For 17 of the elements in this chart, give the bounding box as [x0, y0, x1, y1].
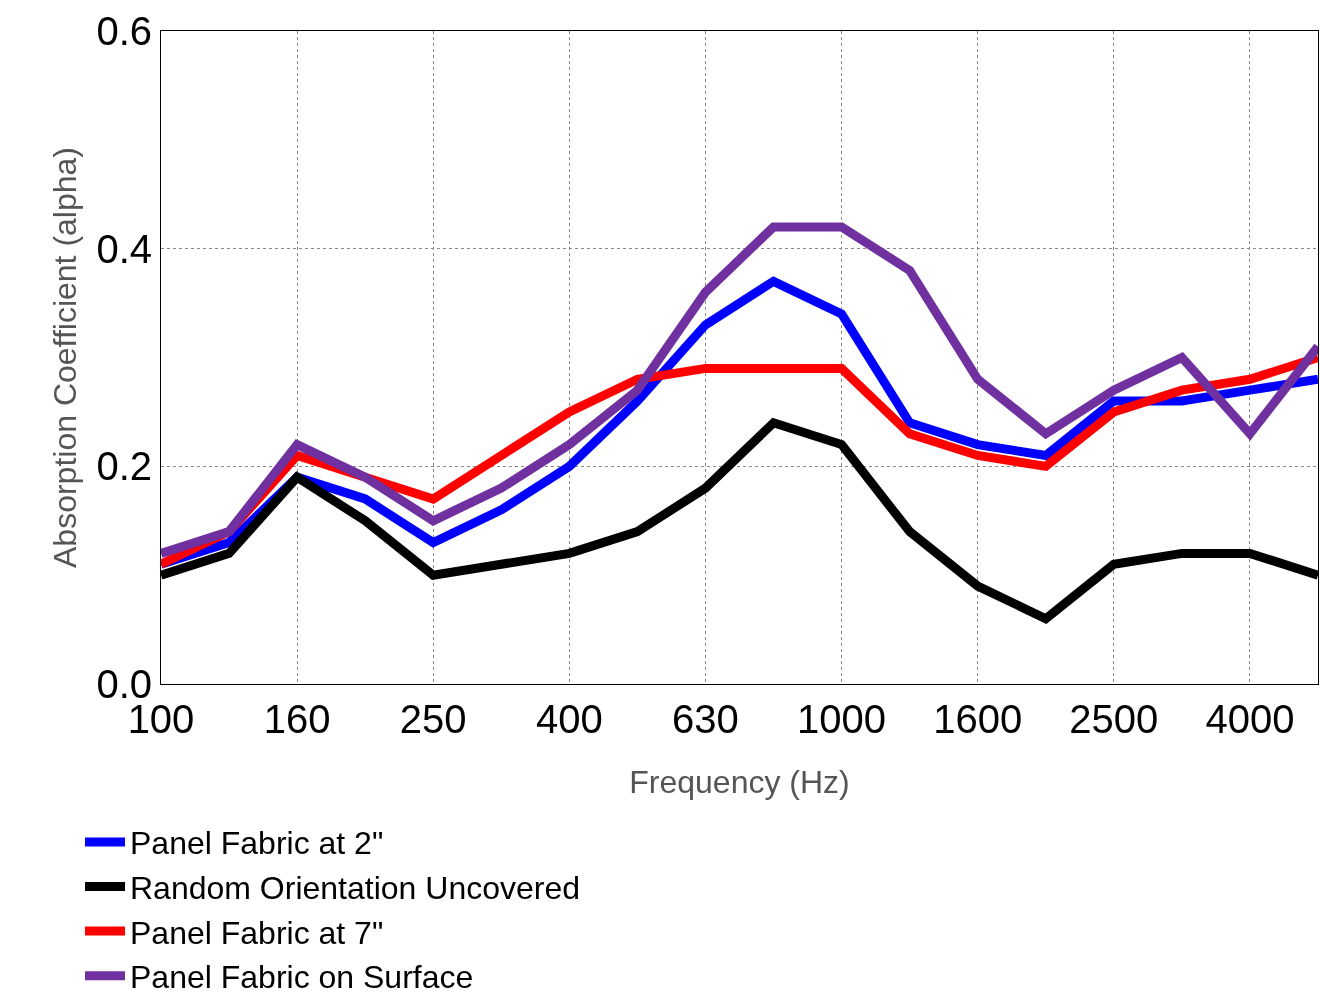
- x-tick-label: 160: [263, 697, 331, 741]
- x-tick-label: 250: [399, 697, 467, 741]
- legend-label: Panel Fabric at 2": [130, 825, 384, 862]
- y-tick-label: 0.2: [96, 444, 152, 489]
- x-tick-label: 4000: [1205, 697, 1295, 741]
- legend-label: Panel Fabric on Surface: [130, 959, 474, 996]
- x-axis-title: Frequency (Hz): [629, 763, 850, 800]
- x-tick-label: 1600: [933, 697, 1023, 741]
- x-tick-label: 400: [535, 697, 603, 741]
- legend-label: Panel Fabric at 7": [130, 914, 384, 951]
- y-tick-label: 0.4: [96, 226, 152, 271]
- x-tick-label: 2500: [1069, 697, 1159, 741]
- x-tick-label: 1000: [797, 697, 887, 741]
- legend-label: Random Orientation Uncovered: [130, 869, 581, 906]
- y-tick-label: 0.6: [96, 9, 152, 53]
- x-tick-label: 630: [672, 697, 739, 741]
- y-axis-title: Absorption Coefficient (alpha): [46, 147, 83, 568]
